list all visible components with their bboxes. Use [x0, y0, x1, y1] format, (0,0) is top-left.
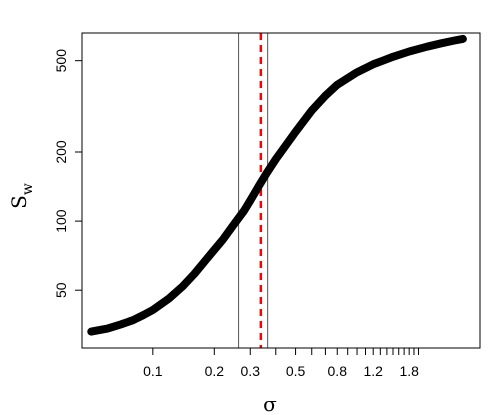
- x-tick-label: 0.8: [328, 363, 348, 379]
- x-tick-label: 0.3: [241, 363, 261, 379]
- y-axis-title-sub: w: [20, 183, 36, 195]
- x-tick-label: 0.5: [286, 363, 306, 379]
- y-axis-title-main: S: [7, 195, 31, 209]
- y-tick-label: 200: [53, 140, 69, 164]
- y-axis-title: Sw: [7, 183, 36, 209]
- x-tick-label: 0.2: [205, 363, 225, 379]
- y-tick-label: 50: [53, 282, 69, 298]
- y-tick-label: 500: [53, 49, 69, 73]
- x-axis-title: σ: [263, 392, 277, 415]
- data-series-0: [87, 34, 467, 336]
- chart-marks: [87, 33, 467, 348]
- x-axis: 0.1 0.2 0.3 0.5 0.8 1.2 1.8: [143, 347, 419, 379]
- y-tick-label: 100: [53, 209, 69, 233]
- x-tick-label: 1.8: [399, 363, 419, 379]
- x-tick-label: 1.2: [363, 363, 383, 379]
- x-tick-label: 0.1: [143, 363, 163, 379]
- y-axis: 50 100 200 500: [53, 49, 83, 298]
